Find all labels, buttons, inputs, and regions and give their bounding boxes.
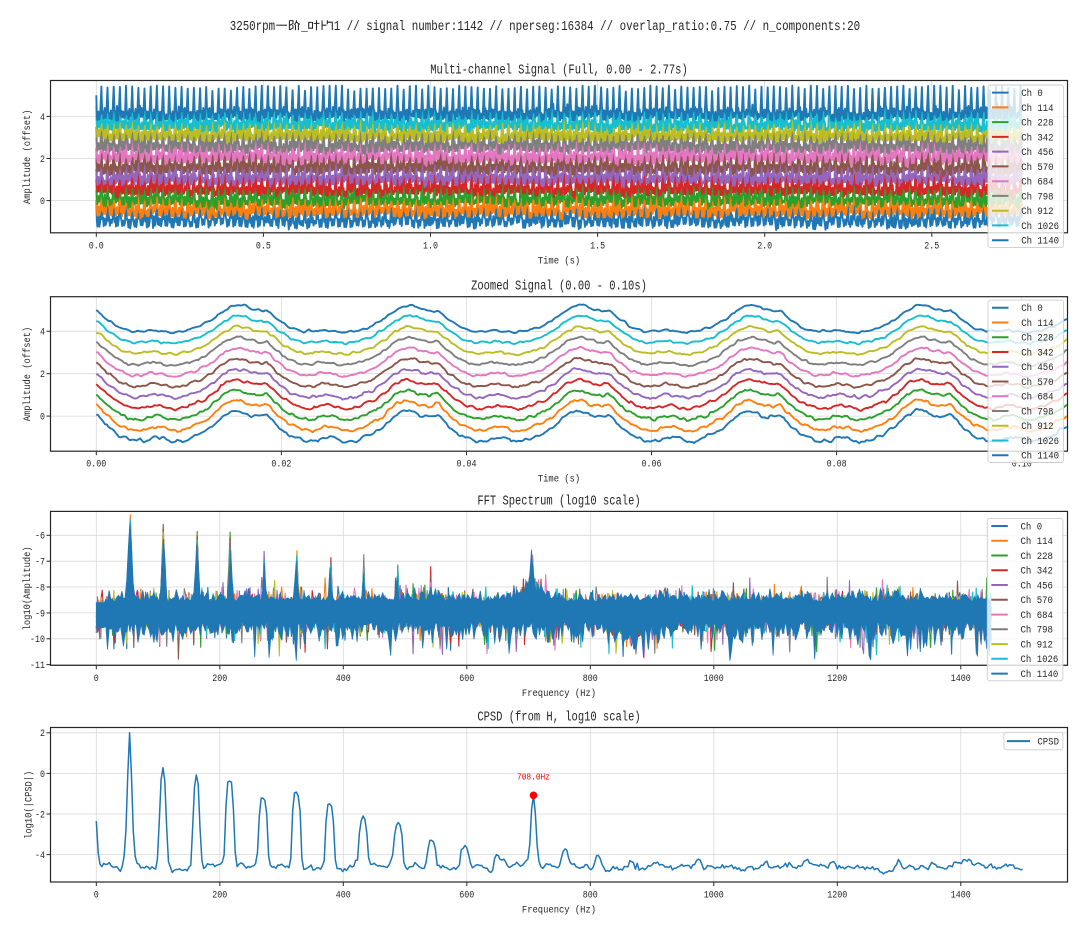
svg-text:2.0: 2.0	[757, 240, 772, 252]
svg-text:Ch 114: Ch 114	[1021, 318, 1053, 330]
svg-text:Ch 342: Ch 342	[1021, 132, 1053, 144]
svg-text:Frequency (Hz): Frequency (Hz)	[522, 688, 596, 700]
svg-text:Ch 912: Ch 912	[1021, 206, 1053, 218]
svg-text:0.00: 0.00	[86, 459, 106, 471]
svg-text:Ch 114: Ch 114	[1021, 536, 1053, 548]
svg-text:1400: 1400	[951, 890, 971, 902]
svg-text:Ch 114: Ch 114	[1021, 103, 1053, 115]
svg-text:Zoomed Signal (0.00 - 0.10s): Zoomed Signal (0.00 - 0.10s)	[471, 280, 647, 295]
svg-text:Ch 570: Ch 570	[1021, 377, 1053, 389]
svg-text:-2: -2	[35, 809, 45, 821]
svg-text:Time (s): Time (s)	[538, 256, 580, 268]
svg-text:Ch 0: Ch 0	[1021, 88, 1043, 100]
svg-text:Ch 1026: Ch 1026	[1021, 654, 1059, 666]
svg-text:800: 800	[583, 890, 598, 902]
svg-text:0.0: 0.0	[89, 240, 104, 252]
svg-text:2.5: 2.5	[924, 240, 939, 252]
svg-text:Ch 1026: Ch 1026	[1021, 436, 1059, 448]
svg-text:Ch 228: Ch 228	[1021, 118, 1053, 130]
svg-text:log10(|CPSD|): log10(|CPSD|)	[24, 771, 36, 839]
svg-text:200: 200	[212, 890, 227, 902]
svg-text:Ch 684: Ch 684	[1021, 177, 1053, 189]
svg-text:Ch 1140: Ch 1140	[1021, 669, 1059, 681]
svg-text:Ch 798: Ch 798	[1021, 406, 1053, 418]
svg-text:708.0Hz: 708.0Hz	[517, 772, 550, 783]
svg-text:Amplitude (offset): Amplitude (offset)	[22, 109, 34, 204]
svg-text:-9: -9	[35, 608, 45, 620]
svg-text:Ch 684: Ch 684	[1021, 392, 1053, 404]
svg-text:FFT Spectrum (log10 scale): FFT Spectrum (log10 scale)	[477, 494, 640, 509]
svg-text:Ch 1026: Ch 1026	[1021, 221, 1059, 233]
svg-text:0: 0	[94, 673, 99, 685]
svg-text:3250rpm: 3250rpm	[230, 20, 276, 35]
svg-text:4: 4	[40, 112, 45, 124]
svg-text:-10: -10	[30, 634, 45, 646]
svg-text:Ch 342: Ch 342	[1021, 347, 1053, 359]
svg-text:Amplitude (offset): Amplitude (offset)	[22, 327, 34, 422]
svg-text:0.06: 0.06	[642, 459, 662, 471]
svg-text:Ch 342: Ch 342	[1021, 566, 1053, 578]
svg-text:Ch 0: Ch 0	[1021, 303, 1043, 315]
svg-text:Ch 0: Ch 0	[1021, 521, 1043, 533]
svg-text:Ch 798: Ch 798	[1021, 625, 1053, 637]
svg-text:0.5: 0.5	[256, 240, 271, 252]
svg-text:-8: -8	[35, 582, 45, 594]
svg-text:0.08: 0.08	[827, 459, 847, 471]
svg-text:4: 4	[40, 327, 45, 339]
svg-text:Ch 1140: Ch 1140	[1021, 451, 1059, 463]
svg-text:2: 2	[40, 154, 45, 166]
svg-text:Ch 798: Ch 798	[1021, 191, 1053, 203]
svg-text:Time (s): Time (s)	[538, 474, 580, 486]
svg-text:Ch 912: Ch 912	[1021, 640, 1053, 652]
svg-text:CPSD (from H, log10 scale): CPSD (from H, log10 scale)	[477, 711, 640, 726]
svg-text:-4: -4	[35, 850, 45, 862]
svg-text:2: 2	[40, 369, 45, 381]
svg-text:Ch 456: Ch 456	[1021, 580, 1053, 592]
svg-text:Ch 228: Ch 228	[1021, 333, 1053, 345]
svg-text:Ch 1140: Ch 1140	[1021, 236, 1059, 248]
svg-text:800: 800	[583, 673, 598, 685]
svg-text:1.5: 1.5	[590, 240, 605, 252]
svg-text:1200: 1200	[827, 673, 847, 685]
svg-text:1000: 1000	[704, 673, 724, 685]
svg-text:-7: -7	[35, 557, 45, 569]
svg-text:0: 0	[40, 196, 45, 208]
svg-text:Ch 570: Ch 570	[1021, 162, 1053, 174]
svg-text:2: 2	[40, 728, 45, 740]
svg-text:600: 600	[459, 673, 474, 685]
svg-text:1200: 1200	[827, 890, 847, 902]
svg-text:_: _	[300, 20, 308, 35]
svg-text:0.04: 0.04	[457, 459, 477, 471]
svg-text:CPSD: CPSD	[1037, 736, 1059, 748]
svg-text:Ch 912: Ch 912	[1021, 421, 1053, 433]
svg-text:Frequency (Hz): Frequency (Hz)	[522, 905, 596, 917]
svg-text:-6: -6	[35, 531, 45, 543]
svg-text:Ch 570: Ch 570	[1021, 595, 1053, 607]
svg-text:1400: 1400	[951, 673, 971, 685]
svg-text:0: 0	[94, 890, 99, 902]
svg-text:0: 0	[40, 412, 45, 424]
svg-text:400: 400	[336, 673, 351, 685]
svg-text:Ch 228: Ch 228	[1021, 551, 1053, 563]
svg-text:600: 600	[459, 890, 474, 902]
svg-text:0.02: 0.02	[271, 459, 291, 471]
svg-text:log10(Amplitude): log10(Amplitude)	[22, 546, 34, 630]
svg-text:0: 0	[40, 769, 45, 781]
svg-text:Multi-channel Signal (Full, 0.: Multi-channel Signal (Full, 0.00 - 2.77s…	[430, 64, 688, 79]
svg-text:1.0: 1.0	[423, 240, 438, 252]
svg-text:200: 200	[212, 673, 227, 685]
svg-text:1 // signal number:1142 // npe: 1 // signal number:1142 // nperseg:16384…	[334, 20, 861, 35]
svg-text:Ch 456: Ch 456	[1021, 147, 1053, 159]
svg-text:Ch 684: Ch 684	[1021, 610, 1053, 622]
svg-text:Ch 456: Ch 456	[1021, 362, 1053, 374]
svg-text:-11: -11	[30, 660, 45, 672]
svg-text:400: 400	[336, 890, 351, 902]
svg-text:1000: 1000	[704, 890, 724, 902]
